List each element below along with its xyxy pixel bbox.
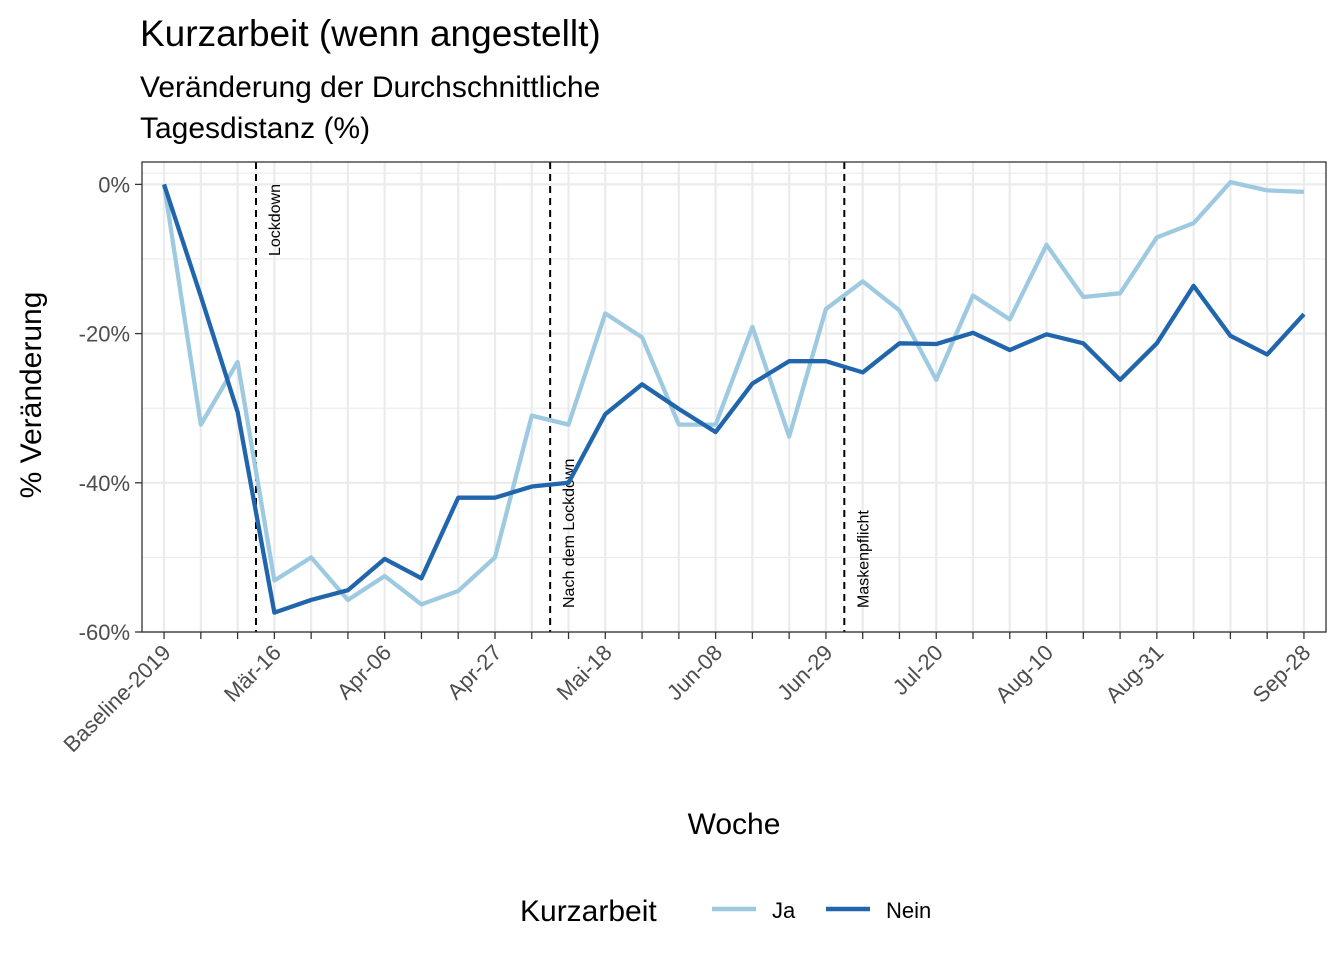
chart-subtitle-line-1: Veränderung der Durchschnittliche xyxy=(140,71,600,104)
x-tick-label: Mär-16 xyxy=(219,640,286,707)
x-tick-label: Baseline-2019 xyxy=(58,640,175,757)
chart-title: Kurzarbeit (wenn angestellt) xyxy=(140,13,601,54)
grid-minor xyxy=(142,172,1326,558)
series-line-ja xyxy=(161,179,1305,607)
legend-label-nein: Nein xyxy=(886,898,931,923)
plot-panel-border xyxy=(141,161,1327,633)
x-tick-label: Jun-08 xyxy=(662,640,727,705)
x-tick-label: Sep-28 xyxy=(1248,640,1316,708)
legend-label-ja: Ja xyxy=(772,898,796,923)
event-markers: Lockdown Nach dem Lockdown Maskenpflicht xyxy=(254,162,872,632)
y-tick-label: -20% xyxy=(79,322,130,347)
series-line-nein xyxy=(162,183,1306,615)
event-label-2: Maskenpflicht xyxy=(855,510,872,608)
event-label-0: Lockdown xyxy=(267,184,284,256)
x-axis-title: Woche xyxy=(688,808,781,841)
x-tick-label: Mai-18 xyxy=(552,640,617,705)
x-tick-label: Aug-10 xyxy=(990,640,1058,708)
y-axis-title: % Veränderung xyxy=(15,292,48,499)
x-tick-label: Apr-27 xyxy=(442,640,506,704)
y-tick-label: 0% xyxy=(98,172,130,197)
grid-major xyxy=(142,162,1326,634)
x-tick-label: Aug-31 xyxy=(1101,640,1169,708)
x-tick-label: Apr-06 xyxy=(332,640,396,704)
event-label-1: Nach dem Lockdown xyxy=(561,459,578,608)
legend-title: Kurzarbeit xyxy=(520,895,657,928)
legend: Kurzarbeit Ja Nein xyxy=(520,895,931,928)
x-tick-label: Jun-29 xyxy=(772,640,837,705)
series-lines xyxy=(161,179,1306,615)
y-tick-label: -60% xyxy=(79,620,130,645)
y-tick-label: -40% xyxy=(79,471,130,496)
chart-subtitle-line-2: Tagesdistanz (%) xyxy=(140,112,370,145)
y-axis: 0% -20% -40% -60% xyxy=(79,172,142,645)
x-axis: Baseline-2019 Mär-16 Apr-06 Apr-27 Mai-18 Jun… xyxy=(58,632,1315,757)
x-tick-label: Jul-20 xyxy=(888,640,948,700)
